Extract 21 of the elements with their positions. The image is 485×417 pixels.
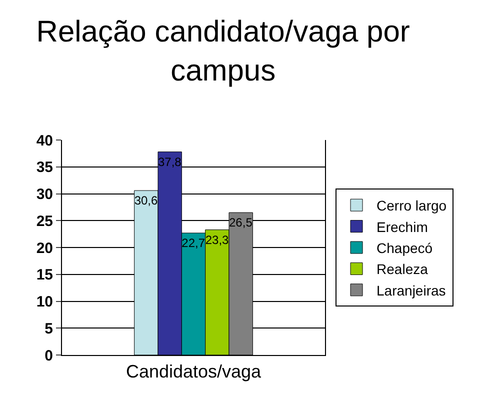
chart-title: Relação candidato/vaga por campus	[36, 16, 410, 88]
legend-label: Erechim	[376, 218, 428, 235]
y-tick-label: 20	[36, 240, 53, 257]
legend-label: Cerro largo	[376, 198, 447, 214]
data-label: 30,6	[134, 194, 158, 208]
data-label: 22,7	[182, 236, 206, 250]
data-label: 26,5	[229, 216, 253, 230]
y-tick-label: 0	[44, 347, 53, 364]
x-tick-label: Candidatos/vaga	[126, 362, 262, 382]
y-tick-label: 30	[36, 186, 53, 203]
legend-label: Laranjeiras	[376, 282, 446, 298]
y-tick-label: 25	[36, 212, 53, 230]
y-tick-label: 10	[36, 294, 53, 310]
data-label: 23,3	[205, 232, 230, 247]
legend-label: Realeza	[376, 261, 428, 278]
y-tick-label: 40	[36, 132, 53, 150]
legend-label: Chapecó	[376, 240, 433, 256]
y-tick-label: 15	[36, 266, 53, 284]
y-tick-label: 5	[44, 320, 53, 338]
y-tick-label: 35	[36, 159, 53, 176]
data-label: 37,8	[158, 154, 182, 169]
